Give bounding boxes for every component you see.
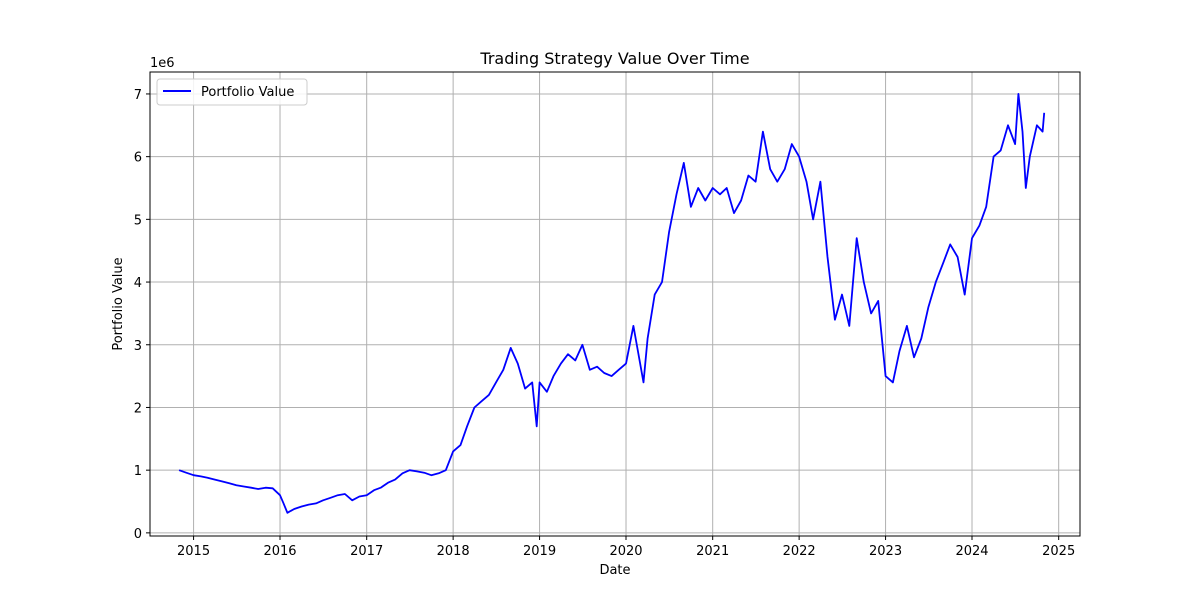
y-axis: 0 1 2 3 4 5 6 7	[134, 88, 150, 542]
y-tick-label: 1	[134, 464, 142, 479]
x-tick-label: 2017	[350, 544, 383, 559]
legend-frame	[156, 78, 308, 106]
x-tick-label: 2024	[955, 544, 988, 559]
x-tick-label: 2022	[783, 544, 816, 559]
y-tick-label: 2	[134, 401, 142, 416]
y-tick-label: 5	[134, 213, 142, 228]
x-tick-label: 2016	[263, 544, 296, 559]
x-tick-label: 2021	[696, 544, 729, 559]
grid	[150, 72, 1080, 536]
x-axis-label: Date	[599, 563, 630, 578]
series-line-portfolio-value	[178, 93, 1046, 514]
legend-entry-portfolio-value: Portfolio Value	[201, 85, 294, 100]
x-tick-label: 2023	[869, 544, 902, 559]
chart-title: Trading Strategy Value Over Time	[479, 49, 749, 68]
y-tick-label: 0	[134, 527, 142, 542]
y-tick-label: 6	[134, 151, 142, 166]
x-tick-label: 2025	[1042, 544, 1075, 559]
x-axis: 2015 2016 2017 2018 2019 2020 2021 2022 2023 2024…	[177, 536, 1075, 559]
plot-frame	[149, 71, 1081, 537]
x-tick-label: 2019	[523, 544, 556, 559]
y-tick-label: 3	[134, 339, 142, 354]
y-tick-label: 4	[134, 276, 142, 291]
y-axis-offset-label: 1e6	[150, 56, 175, 71]
x-tick-label: 2020	[609, 544, 642, 559]
y-axis-label: Portfolio Value	[111, 257, 126, 350]
series-layer	[178, 93, 1046, 514]
x-tick-label: 2015	[177, 544, 210, 559]
x-tick-label: 2018	[437, 544, 470, 559]
legend: Portfolio Value	[156, 78, 308, 106]
y-tick-label: 7	[134, 88, 142, 103]
